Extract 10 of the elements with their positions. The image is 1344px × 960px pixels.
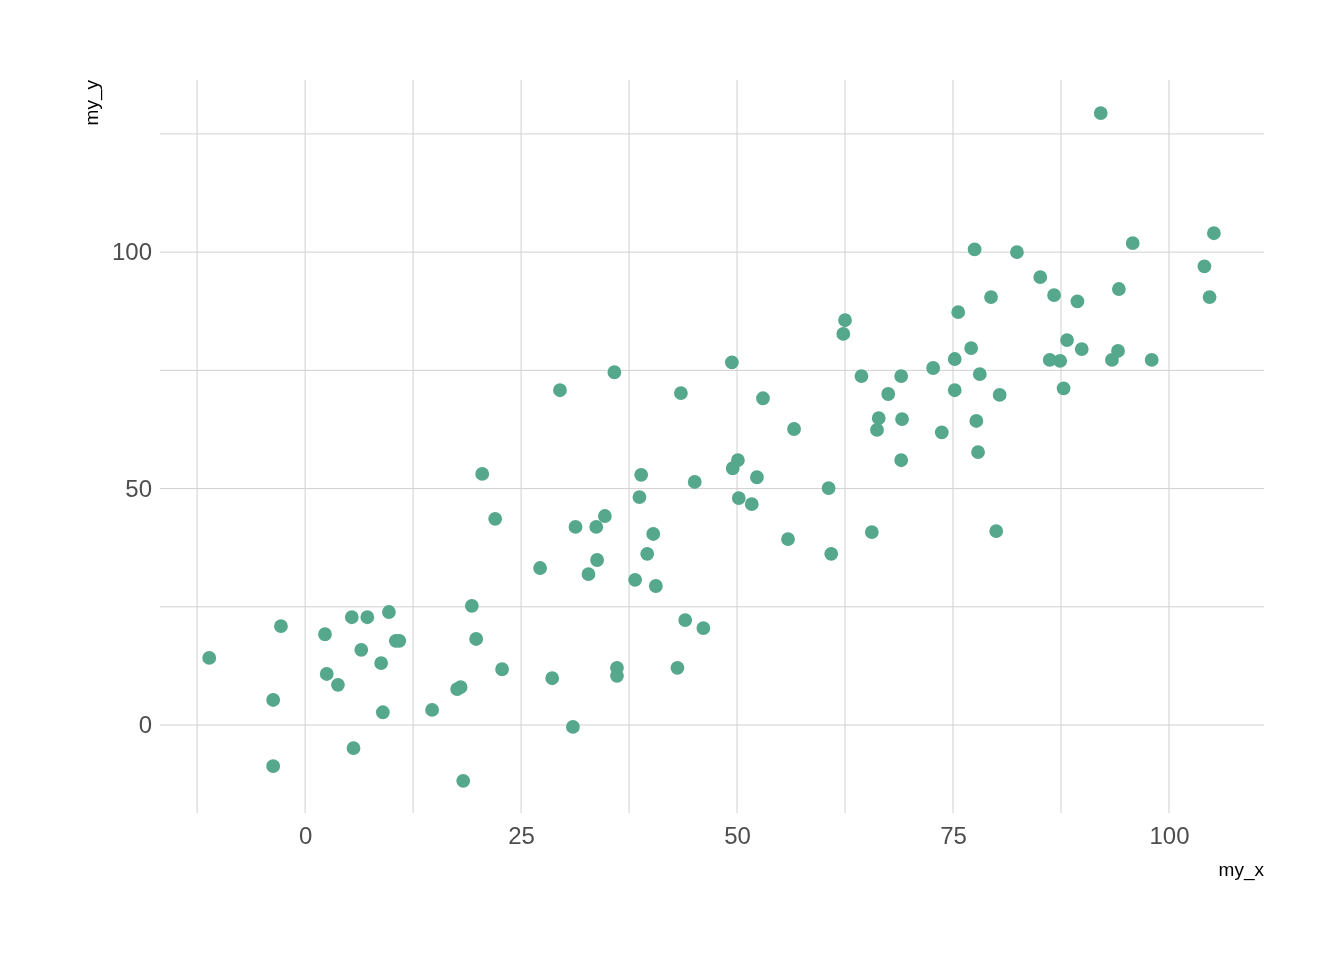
x-tick-label: 0: [298, 822, 313, 850]
x-tick-label: 50: [724, 822, 751, 850]
y-tick-label: 50: [125, 474, 152, 502]
x-tick-label: 75: [940, 822, 967, 850]
y-tick-label: 0: [138, 711, 152, 739]
x-axis-title: my_x: [1218, 859, 1265, 881]
x-tick-label: 25: [508, 822, 535, 850]
x-tick-label: 100: [1149, 822, 1190, 850]
y-tick-label: 100: [111, 238, 152, 266]
y-axis-title: my_y: [81, 79, 103, 126]
